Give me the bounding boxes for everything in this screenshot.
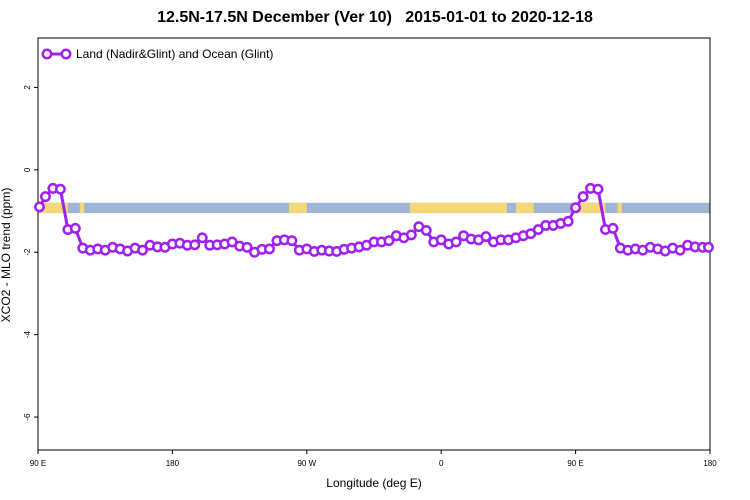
x-tick-label: 180 bbox=[703, 459, 717, 468]
x-tick-label: 0 bbox=[439, 459, 444, 468]
y-tick-label: -2 bbox=[23, 248, 32, 256]
data-point bbox=[480, 231, 492, 243]
x-tick-label: 90 W bbox=[297, 459, 316, 468]
axes: 90 E 180 90 W 0 90 E 180 2 0 -2 -4 -6 bbox=[23, 85, 717, 468]
x-tick-label: 180 bbox=[166, 459, 180, 468]
data-point bbox=[607, 222, 619, 234]
data-point bbox=[703, 241, 714, 253]
land-patch bbox=[409, 202, 507, 214]
data-point bbox=[264, 243, 275, 255]
ocean-band bbox=[38, 202, 710, 214]
data-point bbox=[286, 235, 298, 247]
data-point bbox=[674, 244, 686, 256]
data-point bbox=[34, 201, 45, 213]
data-point bbox=[592, 183, 604, 195]
data-point bbox=[137, 244, 148, 256]
chart-title: 12.5N-17.5N December (Ver 10) 2015-01-01… bbox=[157, 9, 593, 26]
data-point bbox=[405, 229, 417, 241]
x-axis-label: Longitude (deg E) bbox=[326, 476, 422, 490]
data-point bbox=[383, 235, 395, 247]
land-patch bbox=[38, 202, 68, 214]
land-patch bbox=[515, 202, 534, 214]
data-point bbox=[196, 232, 208, 244]
x-tick-label: 90 E bbox=[30, 459, 46, 468]
legend-label: Land (Nadir&Glint) and Ocean (Glint) bbox=[76, 47, 273, 61]
series bbox=[34, 182, 714, 258]
data-point bbox=[450, 236, 462, 248]
data-point bbox=[562, 215, 574, 227]
data-point bbox=[241, 241, 253, 253]
data-point bbox=[577, 191, 589, 203]
surface-strip bbox=[38, 202, 710, 214]
land-patch bbox=[617, 202, 622, 214]
legend: Land (Nadir&Glint) and Ocean (Glint) bbox=[41, 47, 273, 61]
y-tick-label: 0 bbox=[23, 167, 32, 172]
land-patch bbox=[288, 202, 307, 214]
legend-marker bbox=[60, 48, 72, 60]
data-point bbox=[189, 239, 201, 251]
data-point bbox=[40, 191, 51, 203]
data-point bbox=[420, 224, 432, 236]
data-point bbox=[69, 222, 81, 234]
y-tick-label: -6 bbox=[23, 413, 32, 421]
x-tick-label: 90 E bbox=[567, 459, 583, 468]
y-tick-label: -4 bbox=[23, 331, 32, 339]
land-patch bbox=[575, 202, 606, 214]
data-point bbox=[54, 183, 66, 195]
y-tick-label: 2 bbox=[23, 85, 32, 90]
legend-marker bbox=[41, 48, 53, 60]
data-point bbox=[570, 202, 582, 214]
land-patch bbox=[79, 202, 85, 214]
